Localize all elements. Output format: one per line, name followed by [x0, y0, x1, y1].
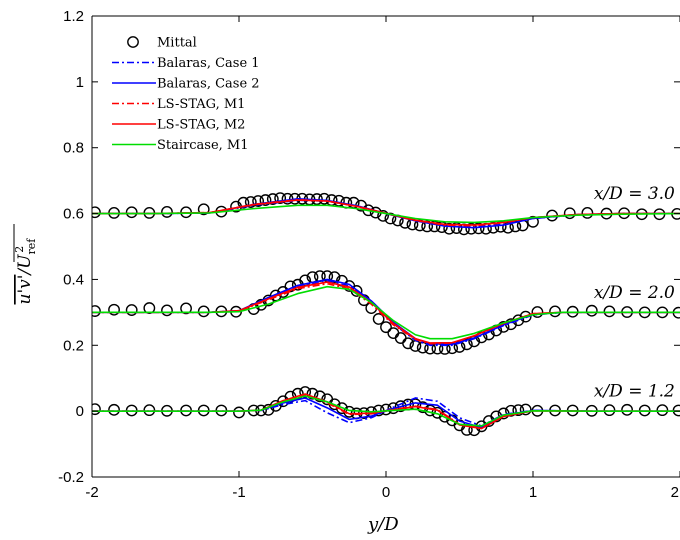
- mittal-point: [519, 310, 532, 323]
- mittal-point: [519, 403, 532, 416]
- legend-label: Mittal: [157, 36, 197, 51]
- y-tick-label: 0.8: [63, 140, 84, 157]
- y-tick-label: 1: [76, 74, 84, 91]
- x-axis-label: y/D: [367, 514, 399, 535]
- y-tick-label: 0.6: [63, 206, 84, 223]
- mittal-point: [143, 302, 156, 314]
- x-tick-label: -2: [85, 484, 98, 501]
- legend: Mittal Balaras, Case 1 Balaras, Case 2 LS-S…: [112, 36, 260, 153]
- mittal-point: [527, 215, 539, 228]
- mittal-point: [244, 196, 257, 208]
- axis-labels: y/D u'v'/Uref2: [13, 224, 399, 535]
- series-line-staircase-m1-x-d-1-2: [92, 395, 680, 427]
- station-label: x/D = 2.0: [594, 283, 675, 303]
- y-tick-label: 0.2: [63, 337, 84, 354]
- mittal-point: [274, 192, 287, 205]
- mittal-point: [125, 304, 138, 316]
- mittal-point: [372, 313, 385, 325]
- mittal-point: [460, 338, 473, 351]
- mittal-point: [512, 404, 525, 417]
- mittal-point: [656, 404, 669, 417]
- station-label: x/D = 1.2: [594, 382, 675, 402]
- legend-item-staircase-m1: Staircase, M1: [112, 138, 249, 153]
- mittal-markers-x-d-2-0: [92, 270, 680, 355]
- mittal-point: [549, 305, 561, 318]
- mittal-point: [328, 271, 341, 284]
- station-label: x/D = 3.0: [594, 184, 675, 204]
- x-tick-label: 1: [529, 484, 537, 501]
- mittal-point: [92, 403, 101, 416]
- legend-item-balaras-case-1: Balaras, Case 1: [112, 56, 260, 71]
- mittal-point: [108, 403, 120, 416]
- mittal-point: [563, 207, 576, 220]
- legend-item-ls-stag-m1: LS-STAG, M1: [112, 97, 245, 112]
- mittal-point: [108, 303, 120, 316]
- series-line-staircase-m1-x-d-3-0: [92, 204, 680, 224]
- y-axis-label: u'v'/Uref2: [13, 238, 38, 305]
- legend-label: Balaras, Case 2: [157, 77, 260, 92]
- mittal-point: [603, 305, 616, 318]
- mittal-point: [306, 387, 319, 400]
- mittal-point: [92, 305, 101, 317]
- mittal-point: [581, 207, 594, 219]
- series-line-staircase-m1-x-d-2-0: [92, 285, 680, 340]
- mittal-point: [585, 304, 598, 317]
- x-tick-label: 2: [671, 484, 679, 501]
- mittal-point: [402, 337, 414, 350]
- mittal-point: [394, 400, 407, 413]
- x-tick-label: 0: [382, 484, 390, 501]
- mittal-point: [259, 194, 272, 206]
- mittal-point: [621, 403, 633, 416]
- mittal-point: [443, 222, 456, 235]
- legend-item-ls-stag-m2: LS-STAG, M2: [112, 118, 245, 133]
- mittal-point: [438, 410, 451, 423]
- mittal-point: [487, 221, 500, 234]
- mittal-point: [380, 321, 392, 334]
- y-tick-label: 0: [76, 403, 84, 420]
- mittal-point: [266, 193, 279, 205]
- series-line-ls-stag-m2-x-d-2-0: [92, 281, 680, 344]
- y-tick-label: -0.2: [58, 469, 84, 486]
- mittal-point: [125, 206, 138, 219]
- mittal-point: [92, 206, 101, 219]
- legend-label: LS-STAG, M2: [157, 118, 245, 133]
- plot-area: [92, 192, 680, 437]
- legend-item-mittal: Mittal: [127, 36, 197, 51]
- mittal-point: [313, 390, 326, 403]
- mittal-point: [387, 402, 400, 415]
- mittal-point: [161, 206, 173, 218]
- mittal-point: [318, 192, 331, 205]
- y-tick-label: 0.4: [63, 271, 84, 288]
- mittal-point: [377, 209, 389, 222]
- mittal-point: [252, 195, 265, 207]
- mittal-point: [603, 404, 616, 417]
- mittal-point: [197, 203, 210, 216]
- axes: -0.2 0 0.2 0.4 0.6 0.8 1 1.2 -2 -1 0 1 2: [58, 8, 680, 501]
- mittal-point: [233, 406, 245, 419]
- x-tick-label: -1: [232, 484, 245, 501]
- legend-marker: [127, 36, 139, 48]
- y-tick-label: 1.2: [63, 8, 84, 25]
- mittal-point: [197, 305, 210, 318]
- station-annotations: x/D = 3.0 x/D = 2.0 x/D = 1.2: [594, 184, 675, 402]
- mittal-point: [465, 222, 478, 235]
- legend-label: LS-STAG, M1: [157, 97, 245, 112]
- mittal-point: [505, 404, 517, 417]
- mittal-point: [384, 212, 397, 225]
- mittal-point: [143, 404, 156, 417]
- mittal-point: [180, 302, 192, 315]
- legend-item-balaras-case-2: Balaras, Case 2: [112, 77, 260, 92]
- mittal-point: [161, 304, 173, 317]
- legend-label: Staircase, M1: [157, 138, 249, 153]
- mittal-point: [531, 306, 544, 318]
- legend-label: Balaras, Case 1: [157, 56, 260, 71]
